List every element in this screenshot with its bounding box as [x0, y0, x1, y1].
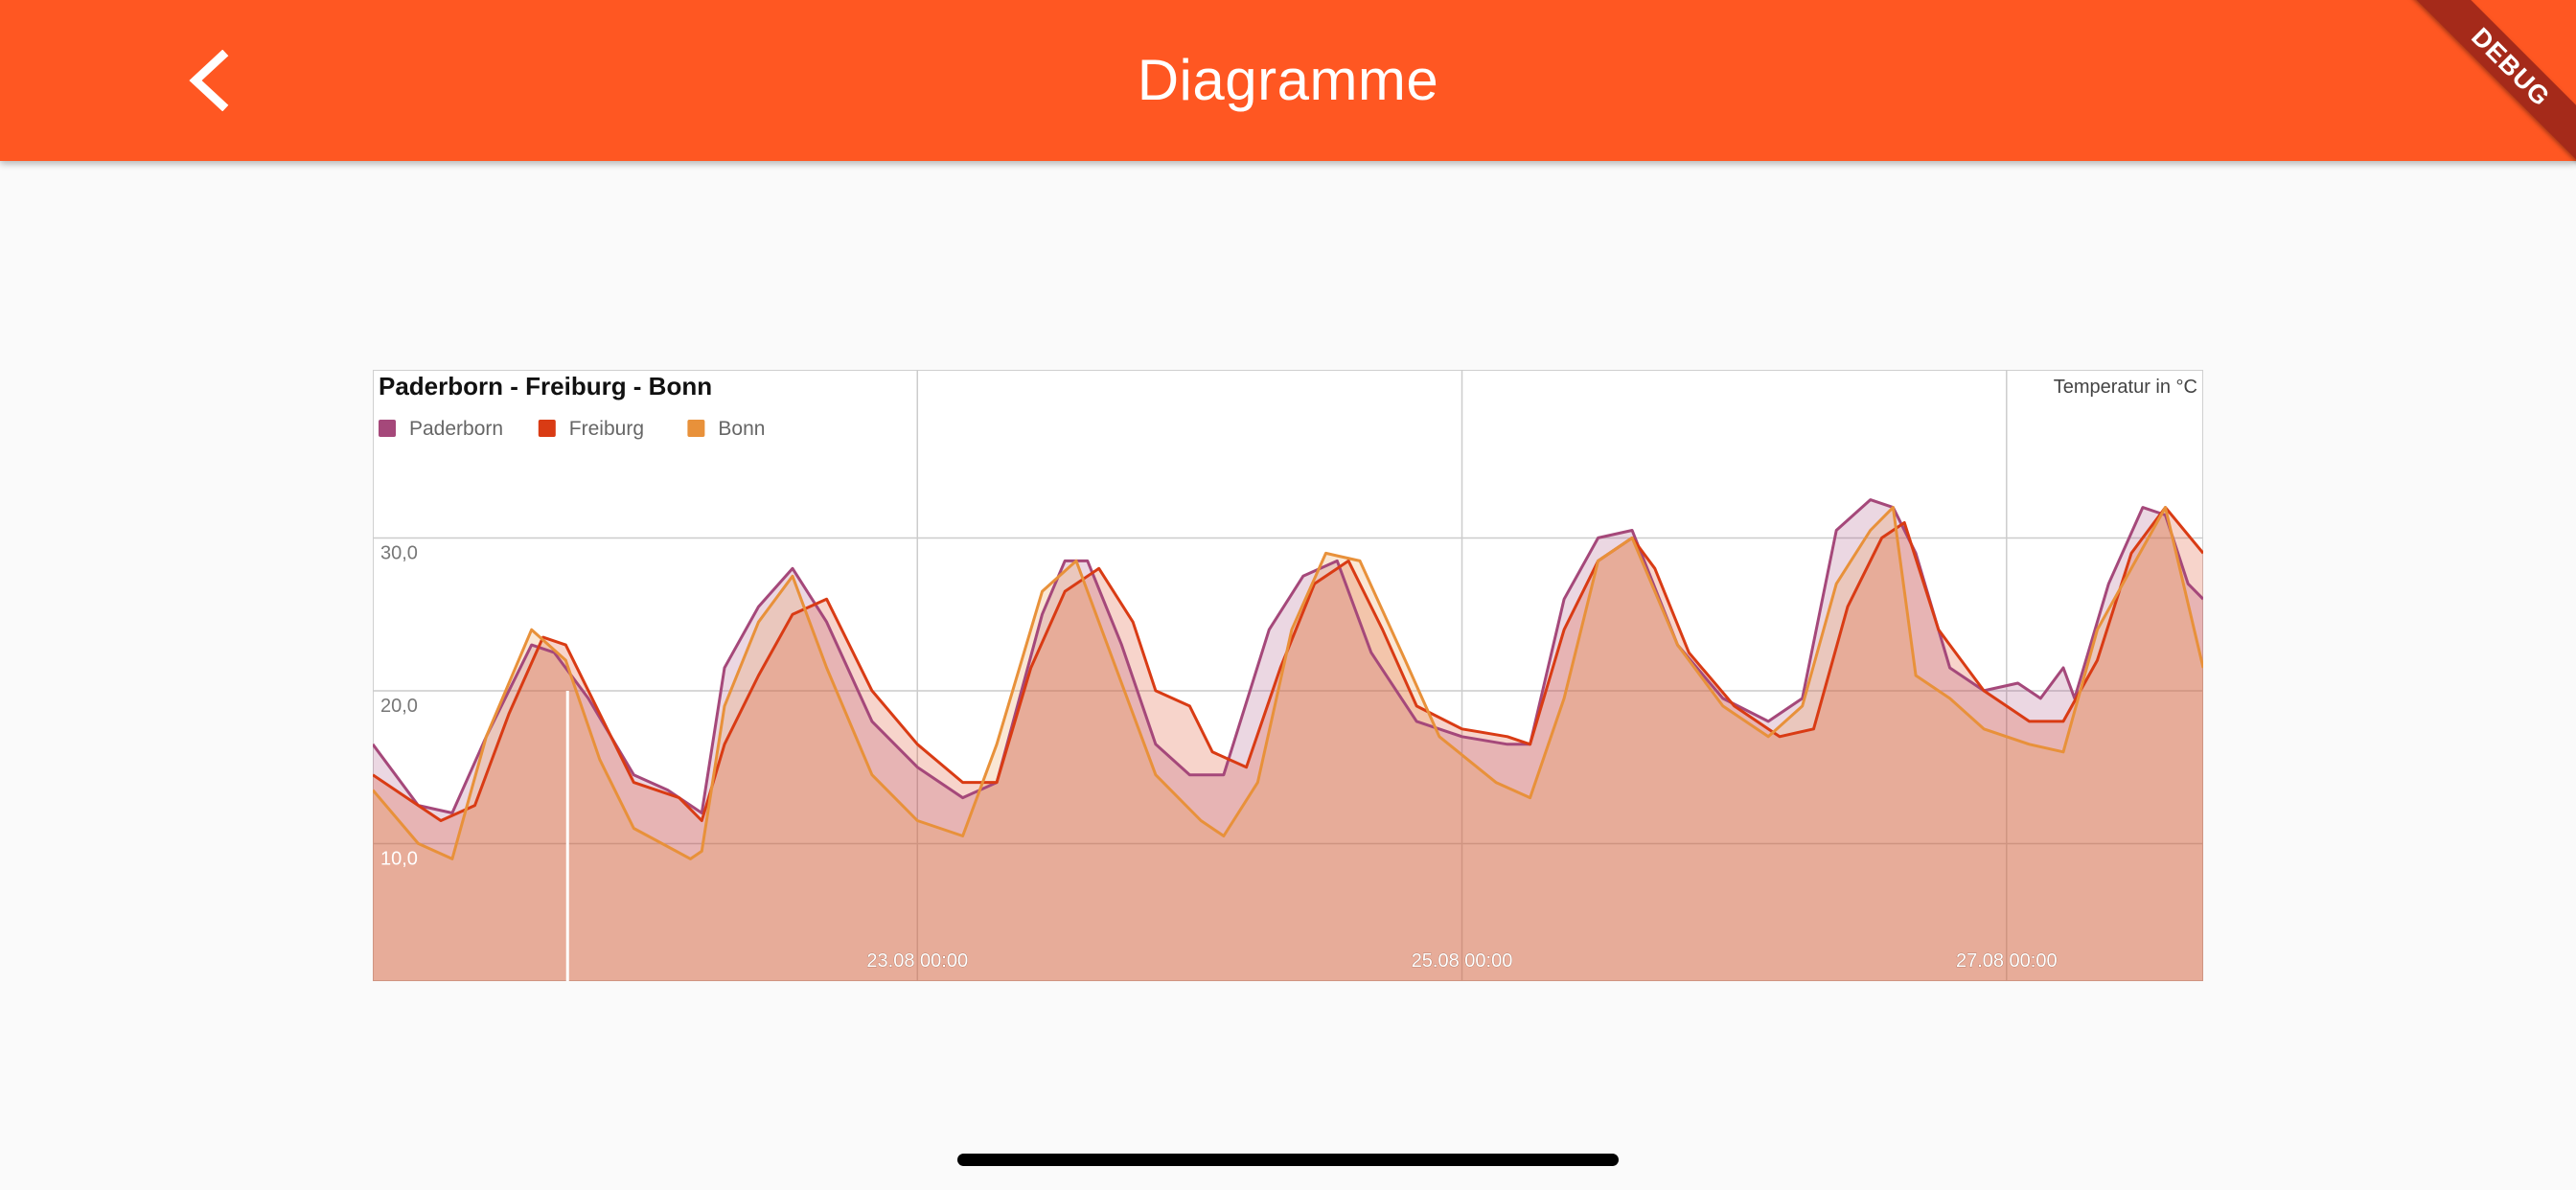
series-line-freiburg [373, 506, 2203, 822]
legend-label: Paderborn [409, 418, 503, 440]
x-tick-label: 23.08 00:00 [866, 950, 968, 972]
series-area-bonn [373, 507, 2203, 981]
chart-canvas[interactable]: 10,0 20,0 30,0 23.08 00:00 25.08 00:00 27.08 … [373, 370, 2203, 981]
legend-item-paderborn[interactable]: Paderborn [379, 418, 503, 440]
page-title: Diagramme [1137, 48, 1439, 112]
legend-item-bonn[interactable]: Bonn [687, 418, 765, 440]
legend-item-freiburg[interactable]: Freiburg [538, 418, 644, 440]
legend-swatch [687, 420, 705, 437]
series-line-bonn [373, 506, 2203, 860]
home-indicator[interactable] [957, 1154, 1619, 1166]
chevron-left-icon [178, 49, 236, 116]
chart-frame [373, 370, 2203, 981]
x-tick-label: 27.08 00:00 [1956, 950, 2058, 972]
series-area-paderborn [373, 499, 2203, 981]
x-tick-label: 25.08 00:00 [1412, 950, 1513, 972]
back-button[interactable] [163, 38, 251, 126]
app-bar: Diagramme [0, 0, 2576, 161]
legend-swatch [538, 420, 556, 437]
legend-label: Freiburg [569, 418, 644, 440]
series-area-freiburg [373, 507, 2203, 981]
chart-unit-label: Temperatur in °C [2054, 377, 2197, 398]
y-tick-label: 10,0 [380, 848, 418, 869]
y-tick-label: 20,0 [380, 696, 418, 717]
temperature-chart[interactable]: 10,0 20,0 30,0 23.08 00:00 25.08 00:00 27.08 … [373, 370, 2203, 981]
legend-swatch [379, 420, 396, 437]
chart-title: Paderborn - Freiburg - Bonn [379, 372, 712, 400]
legend-label: Bonn [718, 418, 765, 440]
y-tick-label: 30,0 [380, 542, 418, 563]
